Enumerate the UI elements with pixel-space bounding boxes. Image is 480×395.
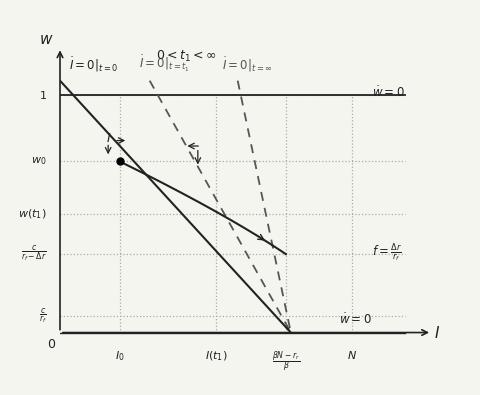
Text: $I_0$: $I_0$: [115, 349, 125, 363]
Text: $\frac{c}{r_f - \Delta r}$: $\frac{c}{r_f - \Delta r}$: [21, 244, 47, 264]
Text: $I(t_1)$: $I(t_1)$: [205, 349, 228, 363]
Text: $w$: $w$: [39, 32, 54, 47]
Text: $1$: $1$: [39, 89, 47, 101]
Text: $\dot{I}=0|_{t=t_1}$: $\dot{I}=0|_{t=t_1}$: [139, 53, 190, 73]
Text: $\dot{I}=0|_{t=\infty}$: $\dot{I}=0|_{t=\infty}$: [222, 55, 273, 73]
Text: $\frac{c}{r_f}$: $\frac{c}{r_f}$: [39, 306, 47, 325]
Text: $w(t_1)$: $w(t_1)$: [18, 207, 47, 220]
Text: $\frac{\beta N-r_r}{\beta}$: $\frac{\beta N-r_r}{\beta}$: [272, 349, 300, 374]
Text: $N$: $N$: [347, 349, 357, 361]
Text: $f = \frac{\Delta r}{r_f}$: $f = \frac{\Delta r}{r_f}$: [372, 242, 402, 264]
Text: I: I: [106, 132, 110, 145]
Text: $\dot{w}=0$: $\dot{w}=0$: [372, 85, 405, 100]
Text: $0 < t_1 < \infty$: $0 < t_1 < \infty$: [156, 49, 216, 64]
Text: $\dot{I}=0|_{t=0}$: $\dot{I}=0|_{t=0}$: [69, 55, 118, 73]
Text: $\dot{w}=0$: $\dot{w}=0$: [339, 312, 372, 327]
Text: $I$: $I$: [433, 325, 440, 340]
Text: $0$: $0$: [47, 338, 56, 351]
Text: $w_0$: $w_0$: [31, 156, 47, 167]
